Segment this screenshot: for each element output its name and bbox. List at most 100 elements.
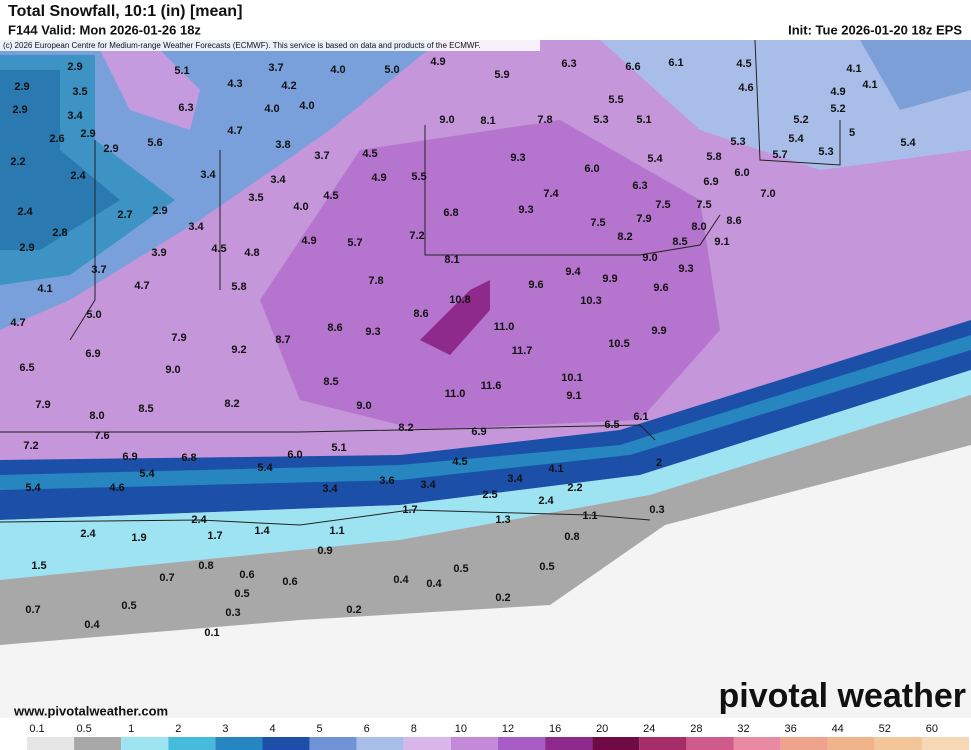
snow-amount-label: 5.8	[706, 151, 721, 163]
field-blue-ne	[860, 40, 971, 110]
colorbar-box	[874, 737, 922, 750]
colorbar-tick-label: 28	[690, 723, 702, 735]
snow-amount-label: 6.0	[287, 449, 302, 461]
snow-amount-label: 5.4	[139, 468, 155, 480]
snow-amount-label: 7.5	[696, 199, 711, 211]
colorbar-box	[27, 737, 75, 750]
snow-amount-label: 5.1	[174, 65, 189, 77]
snow-amount-label: 8.2	[398, 422, 413, 434]
snow-amount-label: 3.8	[275, 139, 290, 151]
snow-amount-label: 7.2	[23, 440, 38, 452]
snow-amount-label: 4.1	[548, 463, 563, 475]
snow-amount-label: 5.4	[25, 482, 41, 494]
snow-amount-label: 2.9	[152, 205, 167, 217]
colorbar-box	[921, 737, 969, 750]
snow-amount-label: 3.6	[379, 475, 394, 487]
snow-amount-label: 1.9	[131, 532, 146, 544]
snow-amount-label: 4.6	[109, 482, 124, 494]
colorbar-tick-label: 10	[455, 723, 467, 735]
snow-amount-label: 3.9	[151, 247, 166, 259]
colorbar-box	[686, 737, 734, 750]
snow-amount-label: 1.5	[31, 560, 46, 572]
snow-amount-label: 2.4	[80, 528, 96, 540]
snow-amount-label: 10.1	[561, 372, 582, 384]
snow-amount-label: 6.9	[703, 176, 718, 188]
snow-amount-label: 6.8	[443, 207, 458, 219]
colorbar-tick-label: 12	[502, 723, 514, 735]
colorbar-box	[168, 737, 216, 750]
snow-amount-label: 5.5	[608, 94, 623, 106]
snow-amount-label: 6.6	[625, 61, 640, 73]
snow-amount-label: 4.5	[323, 190, 338, 202]
snow-amount-label: 9.1	[566, 390, 581, 402]
snow-amount-label: 11.6	[481, 380, 502, 392]
snow-amount-label: 2.2	[10, 156, 25, 168]
snow-amount-label: 0.3	[225, 607, 240, 619]
snow-amount-label: 3.4	[270, 174, 286, 186]
snow-amount-label: 9.4	[565, 266, 581, 278]
snow-amount-label: 8.6	[726, 215, 741, 227]
snow-amount-label: 5.0	[86, 309, 101, 321]
header-bg	[0, 0, 971, 40]
snow-amount-label: 1.7	[207, 530, 222, 542]
snow-amount-label: 6.1	[668, 57, 683, 69]
colorbar-tick-label: 4	[269, 723, 275, 735]
snow-amount-label: 4.5	[362, 148, 377, 160]
field-band-mid	[0, 335, 971, 490]
field-lilac	[100, 50, 200, 130]
snow-amount-label: 3.4	[200, 169, 216, 181]
snow-amount-label: 0.2	[495, 592, 510, 604]
snow-amount-label: 6.0	[734, 167, 749, 179]
state-border	[69, 140, 96, 341]
snow-amount-label: 5.6	[147, 137, 162, 149]
snow-amount-label: 7.6	[94, 430, 109, 442]
colorbar-box	[592, 737, 640, 750]
logo: pivotal weather	[718, 677, 966, 715]
snow-amount-label: 7.2	[409, 230, 424, 242]
snow-amount-label: 8.7	[275, 334, 290, 346]
field-dark-teal	[0, 70, 120, 250]
field-light-blue	[600, 40, 971, 170]
map-labels: 2.9 5.1 3.7 4.0 5.0 4.9 5.9 6.3 6.6 6.1 4.5 4.1 2.9 3…	[10, 56, 916, 639]
snow-amount-label: 5.5	[411, 171, 426, 183]
snow-amount-label: 3.4	[420, 479, 436, 491]
snow-amount-label: 5.3	[593, 114, 608, 126]
snow-amount-label: 4.1	[862, 79, 877, 91]
snow-amount-label: 5.1	[636, 114, 651, 126]
snow-amount-label: 8.1	[480, 115, 495, 127]
snow-amount-label: 11.0	[445, 388, 466, 400]
snow-amount-label: 5.3	[730, 136, 745, 148]
snow-amount-label: 2.9	[80, 128, 95, 140]
snow-amount-label: 4.9	[430, 56, 445, 68]
snow-amount-label: 6.3	[561, 58, 576, 70]
snow-amount-label: 8.1	[444, 254, 459, 266]
snow-amount-label: 6.3	[178, 102, 193, 114]
snow-amount-label: 7.9	[35, 399, 50, 411]
snow-amount-label: 6.5	[19, 362, 34, 374]
snow-amount-label: 0.5	[539, 561, 554, 573]
snow-amount-label: 2.4	[191, 514, 207, 526]
snow-amount-label: 5.2	[830, 103, 845, 115]
snow-amount-label: 5.7	[772, 149, 787, 161]
colorbar-tick-label: 0.5	[76, 723, 91, 735]
snow-amount-label: 8.2	[224, 398, 239, 410]
snow-amount-label: 0.3	[649, 504, 664, 516]
snow-amount-label: 2.9	[67, 61, 82, 73]
colorbar-box	[733, 737, 781, 750]
map-field	[0, 39, 971, 718]
snow-amount-label: 6.0	[584, 163, 599, 175]
snow-amount-label: 9.3	[510, 152, 525, 164]
snow-amount-label: 6.9	[85, 348, 100, 360]
snow-amount-label: 2.6	[49, 133, 64, 145]
snow-amount-label: 2.9	[19, 242, 34, 254]
colorbar-tick-label: 0.1	[29, 723, 44, 735]
snow-amount-label: 4.5	[736, 58, 751, 70]
snow-amount-label: 10.3	[580, 295, 601, 307]
snow-amount-label: 4.0	[330, 64, 345, 76]
colorbar-box	[309, 737, 357, 750]
colorbar-box	[262, 737, 310, 750]
colorbar-tick-label: 5	[317, 723, 323, 735]
snow-amount-label: 9.1	[714, 236, 729, 248]
snow-amount-label: 2.8	[52, 227, 67, 239]
